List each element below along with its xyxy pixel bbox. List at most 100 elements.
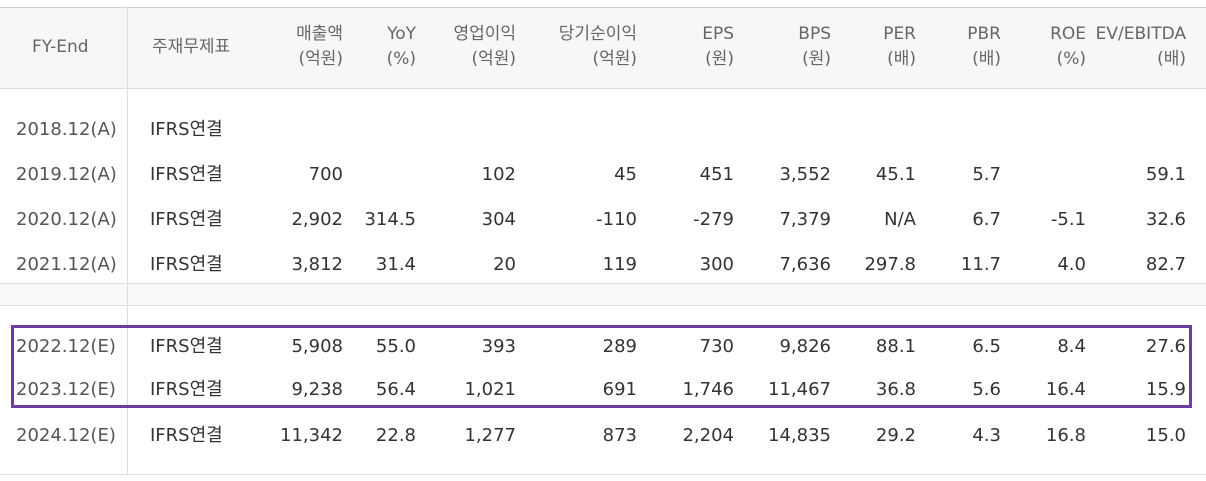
sales-cell: 2,902 [291, 209, 343, 230]
header-net-income-label: 당기순이익 [558, 24, 637, 44]
header-divider [0, 88, 1206, 89]
period-cell: 2024.12(E) [16, 425, 116, 446]
bps-cell: 7,379 [779, 209, 831, 230]
eps-cell: 730 [699, 336, 734, 357]
per-cell: 36.8 [875, 379, 916, 400]
ev-ebitda-cell: 15.9 [1145, 379, 1186, 400]
per-cell: 297.8 [864, 254, 916, 275]
header-yoy: YoY (%) [387, 22, 416, 72]
bps-cell: 3,552 [779, 164, 831, 185]
yoy-cell: 55.0 [375, 336, 416, 357]
period-cell: 2018.12(A) [16, 119, 117, 140]
header-background [0, 8, 1206, 88]
table-row: 2018.12(A) IFRS연결 [0, 113, 1206, 147]
header-roe-unit: (%) [1056, 49, 1086, 69]
table-row: 2023.12(E) IFRS연결 9,238 56.4 1,021 691 1,746 11… [0, 373, 1206, 407]
net-income-cell: -110 [596, 209, 637, 230]
eps-cell: 1,746 [682, 379, 734, 400]
roe-cell: 8.4 [1057, 336, 1086, 357]
yoy-cell: 56.4 [375, 379, 416, 400]
period-cell: 2022.12(E) [16, 336, 116, 357]
sales-cell: 3,812 [291, 254, 343, 275]
highlight-box [11, 325, 1192, 408]
yoy-cell: 31.4 [375, 254, 416, 275]
estimate-section-divider [0, 305, 1206, 306]
header-pbr-label: PBR [967, 24, 1001, 44]
header-operating-income-label: 영업이익 [453, 24, 516, 44]
pbr-cell: 5.7 [972, 164, 1001, 185]
basis-cell: IFRS연결 [150, 119, 223, 140]
header-sales-label: 매출액 [296, 24, 343, 44]
header-yoy-label: YoY [387, 24, 416, 44]
header-fy-end: FY-End [32, 37, 89, 57]
header-sales: 매출액 (억원) [296, 22, 343, 72]
roe-cell: -5.1 [1050, 209, 1086, 230]
header-ev-ebitda-label: EV/EBITDA [1095, 24, 1186, 44]
roe-cell: 4.0 [1057, 254, 1086, 275]
table-top-border [0, 7, 1206, 8]
basis-cell: IFRS연결 [150, 425, 223, 446]
roe-cell: 16.8 [1045, 425, 1086, 446]
operating-income-cell: 304 [481, 209, 516, 230]
header-net-income-unit: (억원) [592, 49, 637, 69]
net-income-cell: 873 [602, 425, 637, 446]
yoy-cell: 22.8 [375, 425, 416, 446]
operating-income-cell: 20 [493, 254, 516, 275]
bps-cell: 9,826 [779, 336, 831, 357]
basis-cell: IFRS연결 [150, 254, 223, 275]
section-gap [0, 283, 1206, 305]
pbr-cell: 6.7 [972, 209, 1001, 230]
basis-cell: IFRS연결 [150, 336, 223, 357]
table-row: 2021.12(A) IFRS연결 3,812 31.4 20 119 300 7,636 29… [0, 248, 1206, 282]
actual-section-divider [0, 283, 1206, 284]
header-bps-unit: (원) [802, 49, 831, 69]
header-eps-label: EPS [702, 24, 734, 44]
per-cell: 88.1 [875, 336, 916, 357]
eps-cell: 451 [699, 164, 734, 185]
header-per: PER (배) [883, 22, 916, 72]
period-cell: 2021.12(A) [16, 254, 117, 275]
eps-cell: -279 [693, 209, 734, 230]
operating-income-cell: 1,277 [464, 425, 516, 446]
sales-cell: 5,908 [291, 336, 343, 357]
sales-cell: 700 [308, 164, 343, 185]
net-income-cell: 45 [614, 164, 637, 185]
header-operating-income: 영업이익 (억원) [453, 22, 516, 72]
header-pbr: PBR (배) [967, 22, 1001, 72]
operating-income-cell: 393 [481, 336, 516, 357]
header-per-label: PER [883, 24, 916, 44]
operating-income-cell: 102 [481, 164, 516, 185]
header-eps-unit: (원) [705, 49, 734, 69]
table-row: 2020.12(A) IFRS연결 2,902 314.5 304 -110 -279 7,3… [0, 203, 1206, 237]
period-cell: 2023.12(E) [16, 379, 116, 400]
table-row: 2019.12(A) IFRS연결 700 102 45 451 3,552 45.1 5.7 5… [0, 158, 1206, 192]
header-yoy-unit: (%) [386, 49, 416, 69]
period-cell: 2019.12(A) [16, 164, 117, 185]
header-bps: BPS (원) [798, 22, 831, 72]
header-roe-label: ROE [1050, 24, 1086, 44]
per-cell: 29.2 [875, 425, 916, 446]
header-operating-income-unit: (억원) [471, 49, 516, 69]
table-bottom-border [0, 474, 1206, 475]
pbr-cell: 5.6 [972, 379, 1001, 400]
header-per-unit: (배) [887, 49, 916, 69]
pbr-cell: 6.5 [972, 336, 1001, 357]
column-divider [127, 7, 128, 475]
per-cell: N/A [884, 209, 916, 230]
sales-cell: 11,342 [280, 425, 343, 446]
ev-ebitda-cell: 32.6 [1145, 209, 1186, 230]
eps-cell: 2,204 [682, 425, 734, 446]
pbr-cell: 11.7 [960, 254, 1001, 275]
ev-ebitda-cell: 27.6 [1145, 336, 1186, 357]
eps-cell: 300 [699, 254, 734, 275]
header-bps-label: BPS [798, 24, 831, 44]
basis-cell: IFRS연결 [150, 164, 223, 185]
operating-income-cell: 1,021 [464, 379, 516, 400]
table-row: 2022.12(E) IFRS연결 5,908 55.0 393 289 730 9,826 8… [0, 330, 1206, 364]
ev-ebitda-cell: 82.7 [1145, 254, 1186, 275]
basis-cell: IFRS연결 [150, 209, 223, 230]
ev-ebitda-cell: 59.1 [1145, 164, 1186, 185]
yoy-cell: 314.5 [364, 209, 416, 230]
net-income-cell: 119 [602, 254, 637, 275]
header-sales-unit: (억원) [298, 49, 343, 69]
